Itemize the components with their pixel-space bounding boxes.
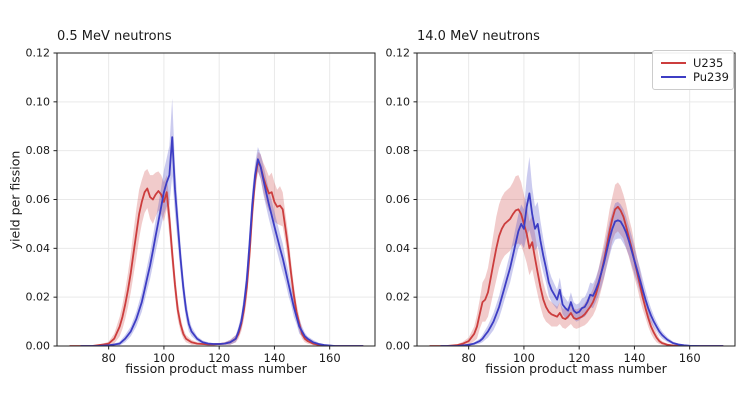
x-axis-label-left: fission product mass number bbox=[125, 361, 307, 376]
legend-swatch-u235 bbox=[661, 62, 686, 64]
y-tick-label: 0.06 bbox=[386, 193, 411, 206]
x-tick-label: 120 bbox=[568, 351, 590, 365]
legend-item-u235: U235 bbox=[661, 56, 726, 70]
legend-item-pu239: Pu239 bbox=[661, 70, 729, 84]
subplot-right-title: 14.0 MeV neutrons bbox=[417, 29, 540, 44]
y-tick-label: 0.12 bbox=[386, 47, 411, 60]
x-tick-label: 160 bbox=[319, 351, 341, 365]
x-tick-label: 80 bbox=[101, 351, 116, 365]
x-axis-label-right: fission product mass number bbox=[485, 361, 667, 376]
y-tick-label: 0.00 bbox=[26, 340, 51, 353]
u235-curve bbox=[429, 205, 724, 346]
y-axis-label: yield per fission bbox=[7, 150, 23, 250]
y-tick-label: 0.10 bbox=[386, 95, 411, 108]
x-tick-label: 160 bbox=[679, 351, 701, 365]
subplot-1: 80 100 120 140 160 0.00 0.02 0.04 0.06 0.08 0.10 0.… bbox=[386, 47, 736, 365]
y-tick-label: 0.10 bbox=[26, 95, 51, 108]
x-tick-label: 140 bbox=[623, 351, 645, 365]
subplot-left-title: 0.5 MeV neutrons bbox=[57, 29, 172, 44]
x-tick-label: 120 bbox=[208, 351, 230, 365]
pu239-curve bbox=[80, 136, 364, 346]
pu239-curve bbox=[440, 192, 724, 346]
subplot-0: 80 100 120 140 160 0.00 0.02 0.04 0.06 0.08 0.10 0.… bbox=[26, 47, 376, 365]
x-tick-label: 100 bbox=[153, 351, 175, 365]
u235-uncertainty-band bbox=[70, 151, 363, 346]
y-tick-label: 0.08 bbox=[26, 144, 51, 157]
y-tick-label: 0.02 bbox=[26, 291, 51, 304]
y-tick-label: 0.04 bbox=[386, 242, 411, 255]
legend: U235 Pu239 bbox=[652, 50, 734, 90]
legend-label-u235: U235 bbox=[693, 56, 724, 70]
y-tick-label: 0.08 bbox=[386, 144, 411, 157]
u235-uncertainty-band bbox=[430, 175, 723, 346]
legend-swatch-pu239 bbox=[661, 76, 686, 78]
legend-label-pu239: Pu239 bbox=[693, 70, 729, 84]
y-tick-label: 0.02 bbox=[386, 291, 411, 304]
x-tick-label: 100 bbox=[513, 351, 535, 365]
y-tick-label: 0.06 bbox=[26, 193, 51, 206]
u235-curve bbox=[69, 160, 364, 346]
x-tick-label: 140 bbox=[263, 351, 285, 365]
y-tick-label: 0.12 bbox=[26, 47, 51, 60]
y-tick-label: 0.00 bbox=[386, 340, 411, 353]
x-tick-label: 80 bbox=[461, 351, 476, 365]
y-tick-label: 0.04 bbox=[26, 242, 51, 255]
